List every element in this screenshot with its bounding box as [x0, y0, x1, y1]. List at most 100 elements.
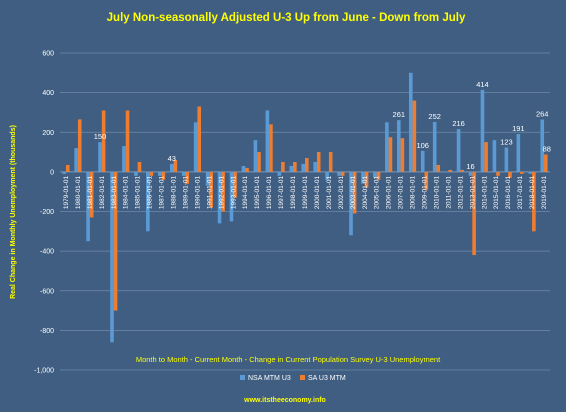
bar-nsa: [385, 122, 389, 172]
x-tick-label: 1979-01-01: [63, 175, 70, 209]
bar-nsa: [337, 171, 341, 176]
x-tick-label: 1996-01-01: [266, 175, 273, 209]
bar-nsa: [349, 171, 353, 236]
bar-nsa: [98, 142, 102, 172]
x-tick-label: 1985-01-01: [135, 175, 142, 209]
x-tick-label: 2009-01-01: [422, 175, 429, 209]
bar-nsa: [62, 171, 66, 174]
y-tick-label: 0: [50, 169, 54, 176]
x-axis: 1979-01-01 1980-01-01 1981-01-01 1982-01-01…: [63, 175, 548, 209]
grid-lines: [60, 52, 550, 371]
data-label: 16: [466, 162, 474, 171]
bar-nsa: [301, 163, 305, 172]
x-tick-label: 1982-01-01: [99, 175, 106, 209]
x-tick-label: 1998-01-01: [290, 175, 297, 209]
x-tick-label: 2000-01-01: [314, 175, 321, 209]
bar-nsa: [110, 171, 114, 343]
x-tick-label: 2015-01-01: [493, 175, 500, 209]
bar-sa: [293, 161, 297, 172]
x-tick-label: 1991-01-01: [206, 175, 213, 209]
bars: [62, 72, 548, 343]
y-tick-label: -1,000: [34, 368, 54, 375]
bar-nsa: [492, 140, 497, 172]
x-tick-label: 1993-01-01: [230, 175, 237, 209]
bar-sa: [245, 167, 249, 172]
bar-nsa: [134, 171, 138, 176]
bar-sa: [460, 169, 464, 172]
bar-nsa: [217, 171, 222, 224]
bar-nsa: [516, 134, 521, 172]
x-tick-label: 1983-01-01: [111, 175, 118, 209]
x-tick-label: 2012-01-01: [457, 175, 464, 209]
legend: NSA MTM U3 SA U3 MTM: [240, 375, 346, 382]
bar-sa: [400, 138, 405, 172]
bar-nsa: [468, 171, 473, 176]
bar-nsa: [540, 119, 545, 172]
bar-nsa: [361, 171, 365, 184]
bar-nsa: [158, 171, 162, 176]
bar-sa: [233, 171, 237, 198]
bar-sa: [113, 171, 118, 311]
x-tick-label: 2010-01-01: [433, 175, 440, 209]
x-tick-label: 2006-01-01: [386, 175, 393, 209]
bar-sa: [77, 119, 82, 172]
x-tick-label: 1994-01-01: [242, 175, 249, 209]
legend-swatch: [300, 375, 305, 380]
bar-sa: [388, 137, 393, 172]
bar-nsa: [325, 171, 329, 180]
y-tick-label: -200: [40, 209, 54, 216]
y-tick-label: 600: [42, 51, 54, 58]
x-tick-label: 1999-01-01: [302, 175, 309, 209]
bar-nsa: [277, 171, 282, 176]
bar-nsa: [480, 89, 485, 172]
bar-sa: [316, 152, 321, 172]
bar-sa: [508, 171, 512, 178]
data-label: 264: [536, 110, 549, 119]
x-tick-label: 2017-01-01: [517, 175, 524, 209]
bar-nsa: [265, 110, 270, 172]
data-labels: 150 43 261 106 252 216 16 414 123 191 264 88: [94, 80, 551, 171]
data-label: 88: [543, 144, 551, 153]
x-tick-label: 1992-01-01: [218, 175, 225, 209]
y-tick-label: 200: [42, 130, 54, 137]
y-tick-label: -600: [40, 288, 54, 295]
bar-nsa: [432, 121, 437, 172]
bar-sa: [496, 171, 500, 176]
bar-sa: [484, 142, 488, 172]
x-tick-label: 2003-01-01: [350, 175, 357, 209]
bar-nsa: [528, 171, 533, 174]
bar-sa: [328, 152, 333, 172]
x-tick-label: 2018-01-01: [529, 175, 536, 209]
bar-sa: [472, 171, 476, 256]
bar-sa: [269, 124, 273, 172]
data-label: 43: [168, 154, 176, 163]
x-tick-label: 2016-01-01: [505, 175, 512, 209]
bar-nsa: [504, 147, 509, 172]
bar-nsa: [86, 171, 90, 242]
bar-nsa: [169, 163, 174, 172]
bar-sa: [412, 100, 417, 172]
bar-nsa: [181, 171, 186, 176]
bar-nsa: [253, 140, 258, 172]
data-label: 150: [94, 132, 107, 141]
bar-nsa: [289, 165, 294, 172]
x-axis-title: Month to Month - Current Month - Change …: [136, 355, 441, 364]
y-axis-title: Real Change in Monthly Unemployment (tho…: [10, 125, 17, 299]
bar-sa: [281, 161, 285, 172]
x-tick-label: 1987-01-01: [159, 175, 166, 209]
source-text: www.itstheeconomy.info: [243, 397, 326, 404]
x-tick-label: 2007-01-01: [398, 175, 405, 209]
bar-sa: [209, 171, 213, 208]
bar-sa: [257, 152, 261, 172]
bar-nsa: [456, 129, 461, 172]
bar-sa: [436, 164, 441, 172]
x-tick-label: 2004-01-01: [362, 175, 369, 209]
x-tick-label: 1984-01-01: [123, 175, 130, 209]
bar-nsa: [74, 148, 78, 172]
bar-sa: [137, 161, 142, 172]
y-tick-label: -800: [40, 328, 54, 335]
bar-nsa: [193, 122, 198, 172]
x-tick-label: 1989-01-01: [182, 175, 189, 209]
x-tick-label: 2008-01-01: [410, 175, 417, 209]
